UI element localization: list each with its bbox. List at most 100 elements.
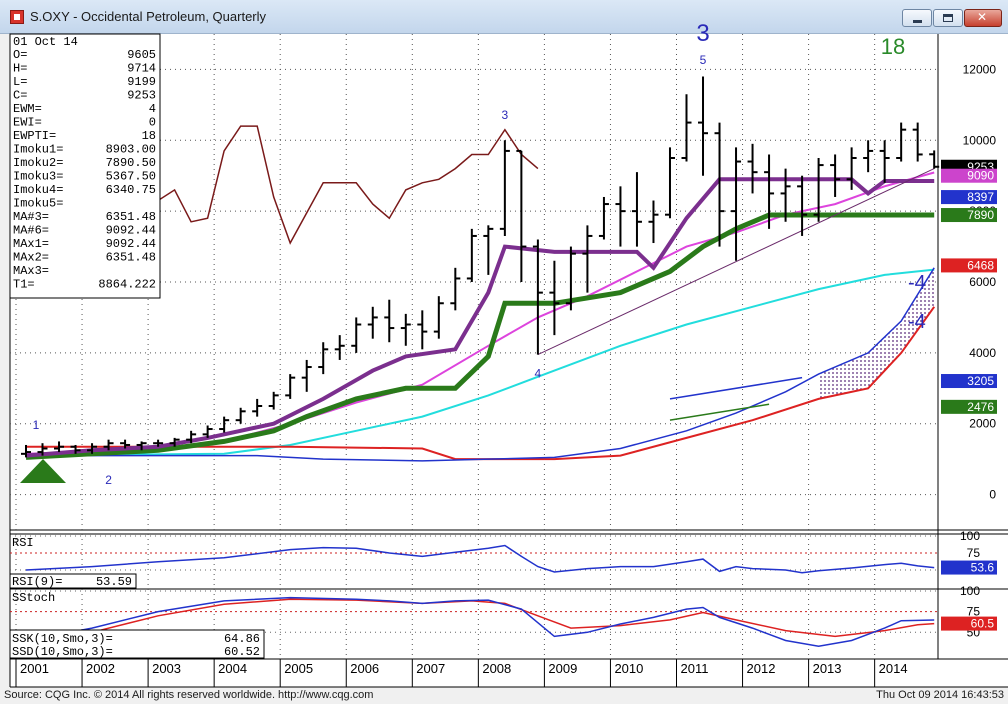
trend-line (537, 168, 935, 356)
info-row-label: L= (13, 75, 27, 89)
start-triangle-marker (20, 459, 66, 483)
y-tick-label: 0 (989, 488, 996, 502)
stoch-d-label: SSD(10,Smo,3)= (12, 645, 113, 659)
info-row-value: 9605 (127, 48, 156, 62)
x-tick-label: 2004 (218, 661, 247, 676)
price-bar (714, 122, 725, 247)
price-bar (70, 444, 81, 454)
stoch-d-line (25, 598, 935, 646)
elliott-wave-label: 4 (535, 367, 542, 381)
price-bar (351, 317, 362, 353)
price-bar (433, 296, 444, 339)
x-tick-label: 2013 (813, 661, 842, 676)
x-tick-label: 2014 (879, 661, 908, 676)
stoch-k-label: SSK(10,Smo,3)= (12, 632, 113, 646)
price-bar (268, 391, 279, 410)
minimize-button[interactable] (902, 9, 932, 27)
price-bar (598, 196, 609, 240)
info-date: 01 Oct 14 (13, 35, 78, 49)
info-row-label: MA#3= (13, 210, 49, 224)
info-row-label: H= (13, 62, 27, 76)
price-bar (830, 154, 841, 197)
rsi-value-box (9, 573, 137, 589)
price-bar (235, 407, 246, 424)
rsi-line (25, 544, 935, 574)
info-row-value: 8864.222 (98, 278, 156, 292)
stoch-title: SStoch (12, 591, 55, 605)
ma-cyan-line (25, 268, 935, 457)
price-bar (169, 437, 180, 447)
price-bar (450, 267, 461, 311)
info-row-value: 6340.75 (106, 183, 156, 197)
ma-red-line (26, 306, 936, 461)
info-panel-box (9, 33, 161, 299)
wave-count-label: 18 (881, 34, 905, 59)
stoch-k-value: 64.86 (224, 632, 260, 646)
info-row-value: 0 (149, 116, 156, 130)
price-bar (37, 443, 48, 456)
price-bar (747, 143, 758, 194)
info-row-value: 7890.50 (106, 156, 156, 170)
price-bar (863, 140, 874, 173)
price-bar (219, 416, 230, 433)
rsi-label: RSI(9)= (12, 575, 62, 589)
price-bar (367, 306, 378, 339)
rsi-badge-bg (941, 560, 997, 575)
price-badge-bg (941, 374, 997, 389)
info-row-label: MAx2= (13, 251, 49, 265)
title-bar[interactable]: S.OXY - Occidental Petroleum, Quarterly (0, 0, 1008, 34)
price-badge-bg (941, 168, 997, 183)
price-bar (764, 154, 775, 229)
price-badge: 3205 (941, 374, 997, 389)
price-bar (698, 76, 709, 176)
price-badge: 7890 (941, 208, 997, 223)
price-bar (929, 150, 940, 169)
y-tick-label: 12000 (963, 62, 997, 76)
timestamp: Thu Oct 09 2014 16:43:53 (876, 689, 1004, 701)
price-bar (318, 342, 329, 375)
price-badge-bg (941, 258, 997, 273)
info-row-label: Imoku3= (13, 170, 63, 184)
info-row-value: 9092.44 (106, 237, 156, 251)
x-tick-label: 2006 (350, 661, 379, 676)
info-row-value: 9092.44 (106, 224, 156, 238)
info-row-value: 9199 (127, 75, 156, 89)
ma-blue-line (26, 267, 935, 462)
price-badge: 9090 (941, 168, 997, 183)
rsi-tick-label: 100 (960, 529, 980, 543)
price-bar (681, 94, 692, 162)
info-row-value: 18 (142, 129, 156, 143)
x-tick-label: 2001 (20, 661, 49, 676)
price-bar (549, 260, 560, 336)
y-tick-label: 4000 (969, 346, 996, 360)
elliott-wave-label: 2 (105, 473, 112, 487)
info-row-value: 6351.48 (106, 210, 156, 224)
projection-label: -4 (908, 272, 926, 294)
info-row-label: Imoku5= (13, 197, 63, 211)
price-badge-label: 6468 (967, 258, 994, 272)
x-tick-label: 2008 (482, 661, 511, 676)
elliott-wave-label: 3 (696, 20, 709, 47)
price-bar (87, 443, 98, 454)
price-bar (532, 239, 543, 355)
close-button[interactable] (964, 9, 1002, 27)
info-row-value: 9714 (127, 62, 156, 76)
price-bar (813, 158, 824, 222)
price-badge: 2476 (941, 399, 997, 414)
price-bar (896, 122, 907, 162)
price-bar (136, 441, 147, 451)
price-badge-bg (941, 190, 997, 205)
info-row-label: Imoku1= (13, 143, 63, 157)
price-bar (912, 122, 923, 162)
rsi-value: 53.59 (96, 575, 132, 589)
source-credit: Source: CQG Inc. © 2014 All rights reser… (4, 689, 374, 701)
price-bar (731, 147, 742, 261)
info-row-label: EWM= (13, 102, 42, 116)
maximize-button[interactable] (933, 9, 963, 27)
price-bar (120, 439, 131, 449)
info-row-label: MAx1= (13, 237, 49, 251)
info-row-label: EWPTI= (13, 129, 56, 143)
price-bar (582, 225, 593, 293)
